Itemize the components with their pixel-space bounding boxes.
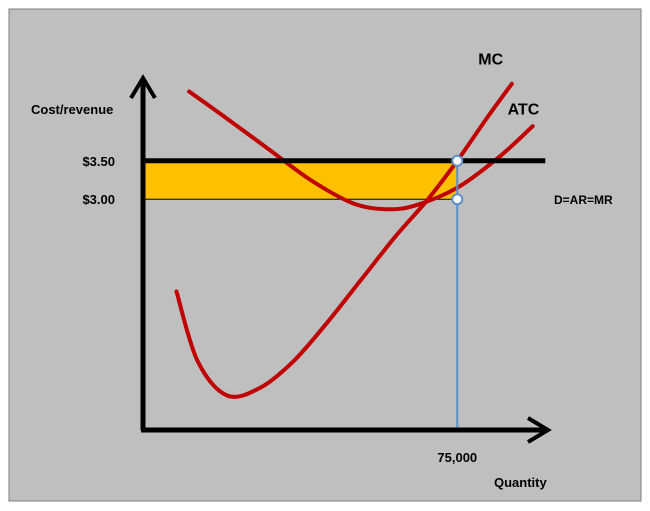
series-atc-curve	[187, 89, 535, 212]
y-tick-label: $3.50	[82, 154, 115, 169]
profit-area-layer	[142, 160, 458, 200]
intersection-point-2	[451, 193, 464, 206]
intersection-point-1	[451, 154, 464, 167]
curve-label-mc: MC	[478, 52, 503, 69]
x-axis-arrowhead	[526, 416, 552, 444]
y-axis-arrowhead	[129, 74, 157, 100]
x-axis-label: Quantity	[494, 475, 547, 490]
text-layer: Cost/revenue Quantity D=AR=MR $3.50 $3.00…	[31, 52, 613, 490]
axes-layer	[129, 74, 552, 444]
profit-rectangle	[142, 160, 458, 200]
curve-label-atc: ATC	[508, 102, 540, 119]
x-tick-label: 75,000	[437, 450, 477, 465]
y-tick-label: $3.00	[82, 192, 115, 207]
y-axis-label: Cost/revenue	[31, 102, 113, 117]
plot-panel	[8, 8, 642, 502]
point-layer	[451, 154, 464, 206]
demand-line-label: D=AR=MR	[554, 193, 613, 207]
